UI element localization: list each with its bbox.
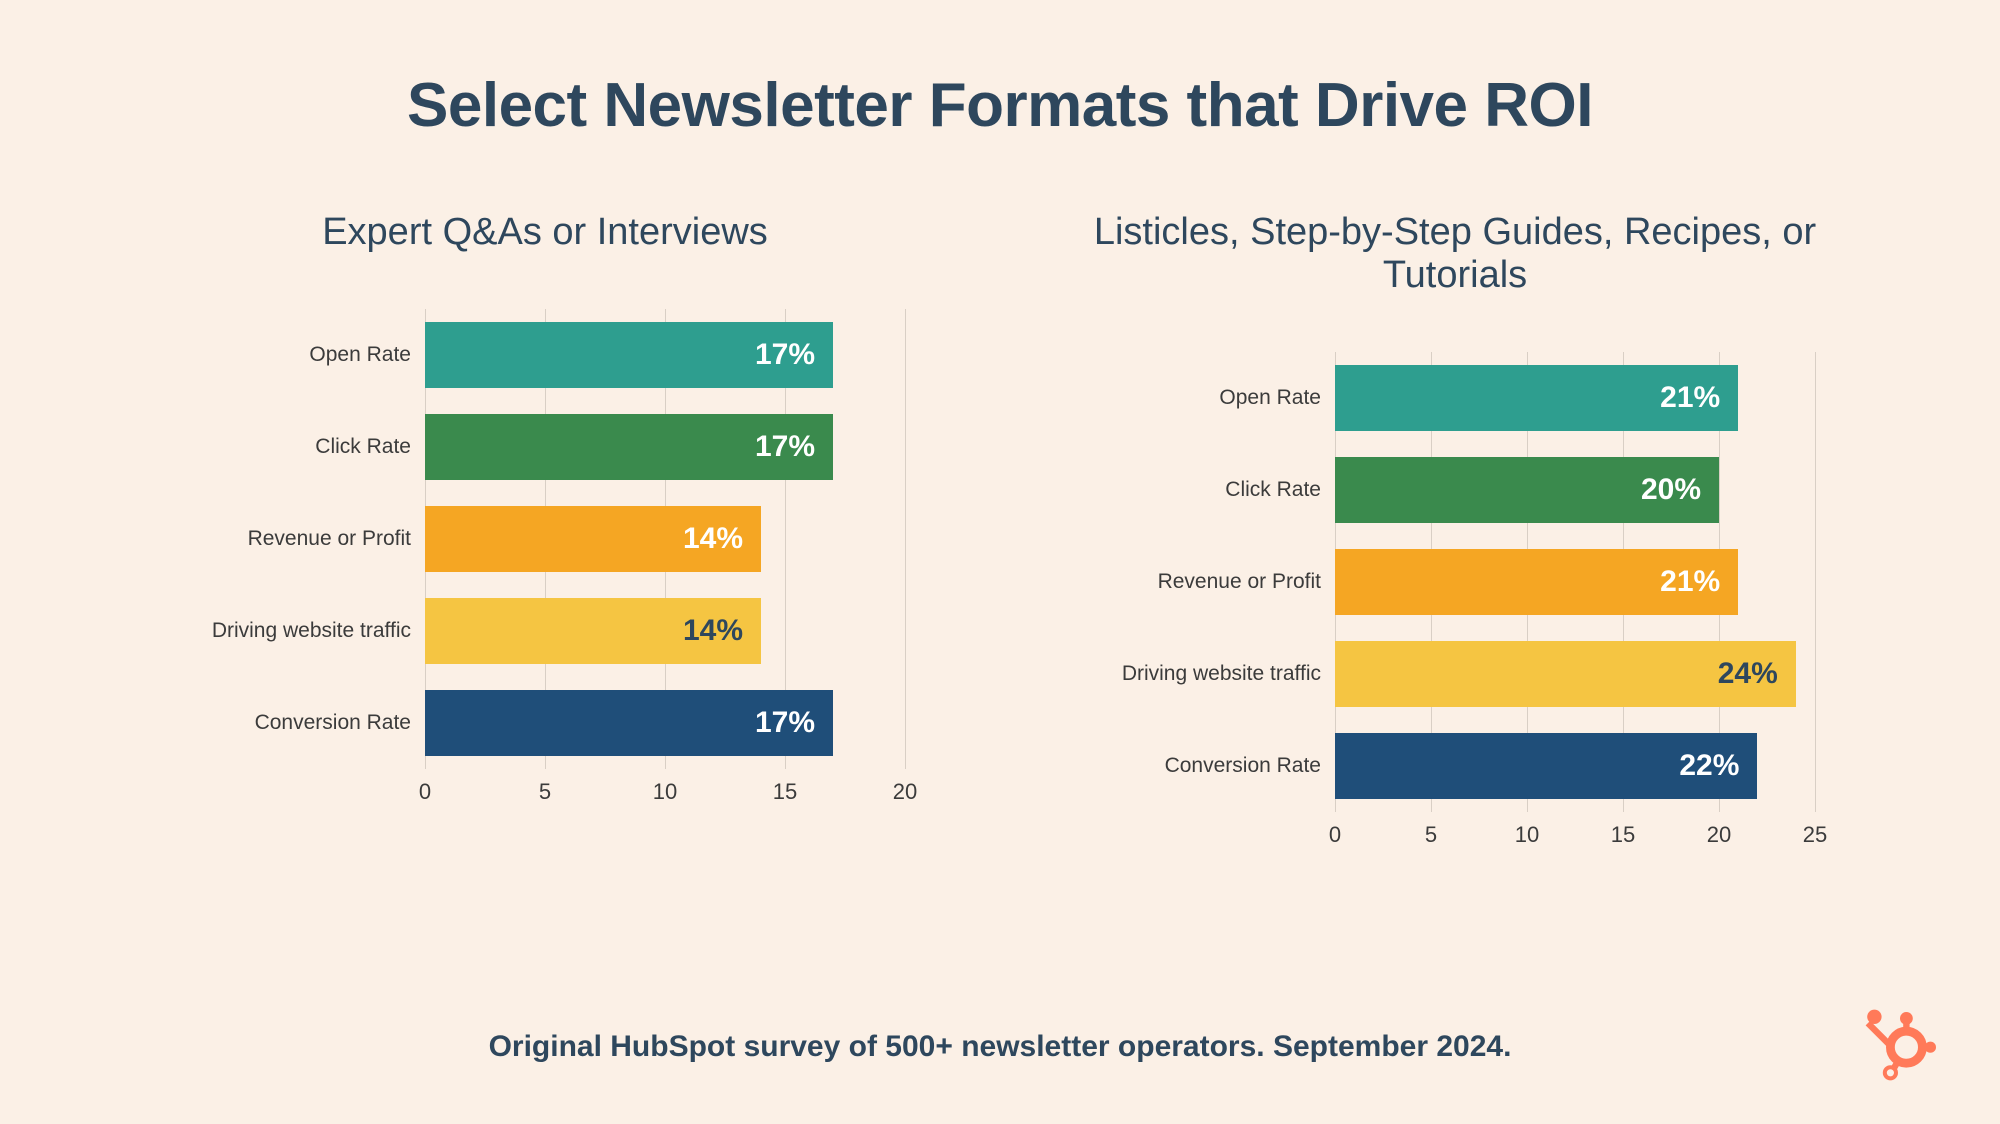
bar-row: 17%	[425, 309, 905, 401]
chart-left-title: Expert Q&As or Interviews	[155, 211, 935, 254]
y-axis-label: Click Rate	[155, 401, 425, 493]
chart-right-plot: Open RateClick RateRevenue or ProfitDriv…	[1065, 352, 1845, 872]
y-axis-label: Open Rate	[155, 309, 425, 401]
chart-left: Expert Q&As or Interviews Open RateClick…	[155, 211, 935, 872]
hubspot-logo-icon	[1860, 1004, 1940, 1084]
y-axis-label: Revenue or Profit	[155, 493, 425, 585]
bar-row: 20%	[1335, 444, 1815, 536]
bar: 17%	[425, 322, 833, 388]
bar: 21%	[1335, 365, 1738, 431]
hubspot-sprocket-icon	[1860, 1004, 1940, 1084]
bar-row: 17%	[425, 677, 905, 769]
bar: 17%	[425, 414, 833, 480]
y-axis-label: Conversion Rate	[1065, 720, 1335, 812]
bar: 22%	[1335, 733, 1757, 799]
page-title: Select Newsletter Formats that Drive ROI	[0, 0, 2000, 141]
chart-right-plotarea: 21% 20% 21% 24% 22%	[1335, 352, 1815, 812]
bar: 24%	[1335, 641, 1796, 707]
bar-row: 17%	[425, 401, 905, 493]
bar: 14%	[425, 506, 761, 572]
bar: 14%	[425, 598, 761, 664]
chart-right: Listicles, Step-by-Step Guides, Recipes,…	[1065, 211, 1845, 872]
chart-left-bars: 17% 17% 14% 14% 17%	[425, 309, 905, 769]
bar: 21%	[1335, 549, 1738, 615]
chart-right-title: Listicles, Step-by-Step Guides, Recipes,…	[1065, 211, 1845, 297]
x-axis-tick: 5	[539, 779, 551, 805]
chart-right-ylabels: Open RateClick RateRevenue or ProfitDriv…	[1065, 352, 1335, 812]
charts-container: Expert Q&As or Interviews Open RateClick…	[0, 211, 2000, 872]
x-axis-tick: 15	[773, 779, 797, 805]
bar: 17%	[425, 690, 833, 756]
bar-row: 21%	[1335, 536, 1815, 628]
bar-row: 14%	[425, 493, 905, 585]
footer-text: Original HubSpot survey of 500+ newslett…	[0, 1030, 2000, 1064]
chart-right-bars: 21% 20% 21% 24% 22%	[1335, 352, 1815, 812]
bar-row: 24%	[1335, 628, 1815, 720]
chart-left-plot: Open RateClick RateRevenue or ProfitDriv…	[155, 309, 935, 829]
x-axis-tick: 10	[1515, 822, 1539, 848]
x-axis-tick: 5	[1425, 822, 1437, 848]
x-axis-tick: 0	[419, 779, 431, 805]
x-axis-tick: 0	[1329, 822, 1341, 848]
y-axis-label: Driving website traffic	[155, 585, 425, 677]
y-axis-label: Open Rate	[1065, 352, 1335, 444]
y-axis-label: Revenue or Profit	[1065, 536, 1335, 628]
bar: 20%	[1335, 457, 1719, 523]
y-axis-label: Driving website traffic	[1065, 628, 1335, 720]
chart-left-plotarea: 17% 17% 14% 14% 17%	[425, 309, 905, 769]
x-axis-tick: 20	[1707, 822, 1731, 848]
chart-right-xaxis: 0510152025	[1335, 812, 1815, 872]
chart-left-ylabels: Open RateClick RateRevenue or ProfitDriv…	[155, 309, 425, 769]
x-axis-tick: 10	[653, 779, 677, 805]
x-axis-tick: 15	[1611, 822, 1635, 848]
bar-row: 22%	[1335, 720, 1815, 812]
gridline	[1815, 352, 1816, 812]
gridline	[905, 309, 906, 769]
x-axis-tick: 25	[1803, 822, 1827, 848]
bar-row: 21%	[1335, 352, 1815, 444]
chart-left-xaxis: 05101520	[425, 769, 905, 829]
y-axis-label: Conversion Rate	[155, 677, 425, 769]
x-axis-tick: 20	[893, 779, 917, 805]
bar-row: 14%	[425, 585, 905, 677]
y-axis-label: Click Rate	[1065, 444, 1335, 536]
